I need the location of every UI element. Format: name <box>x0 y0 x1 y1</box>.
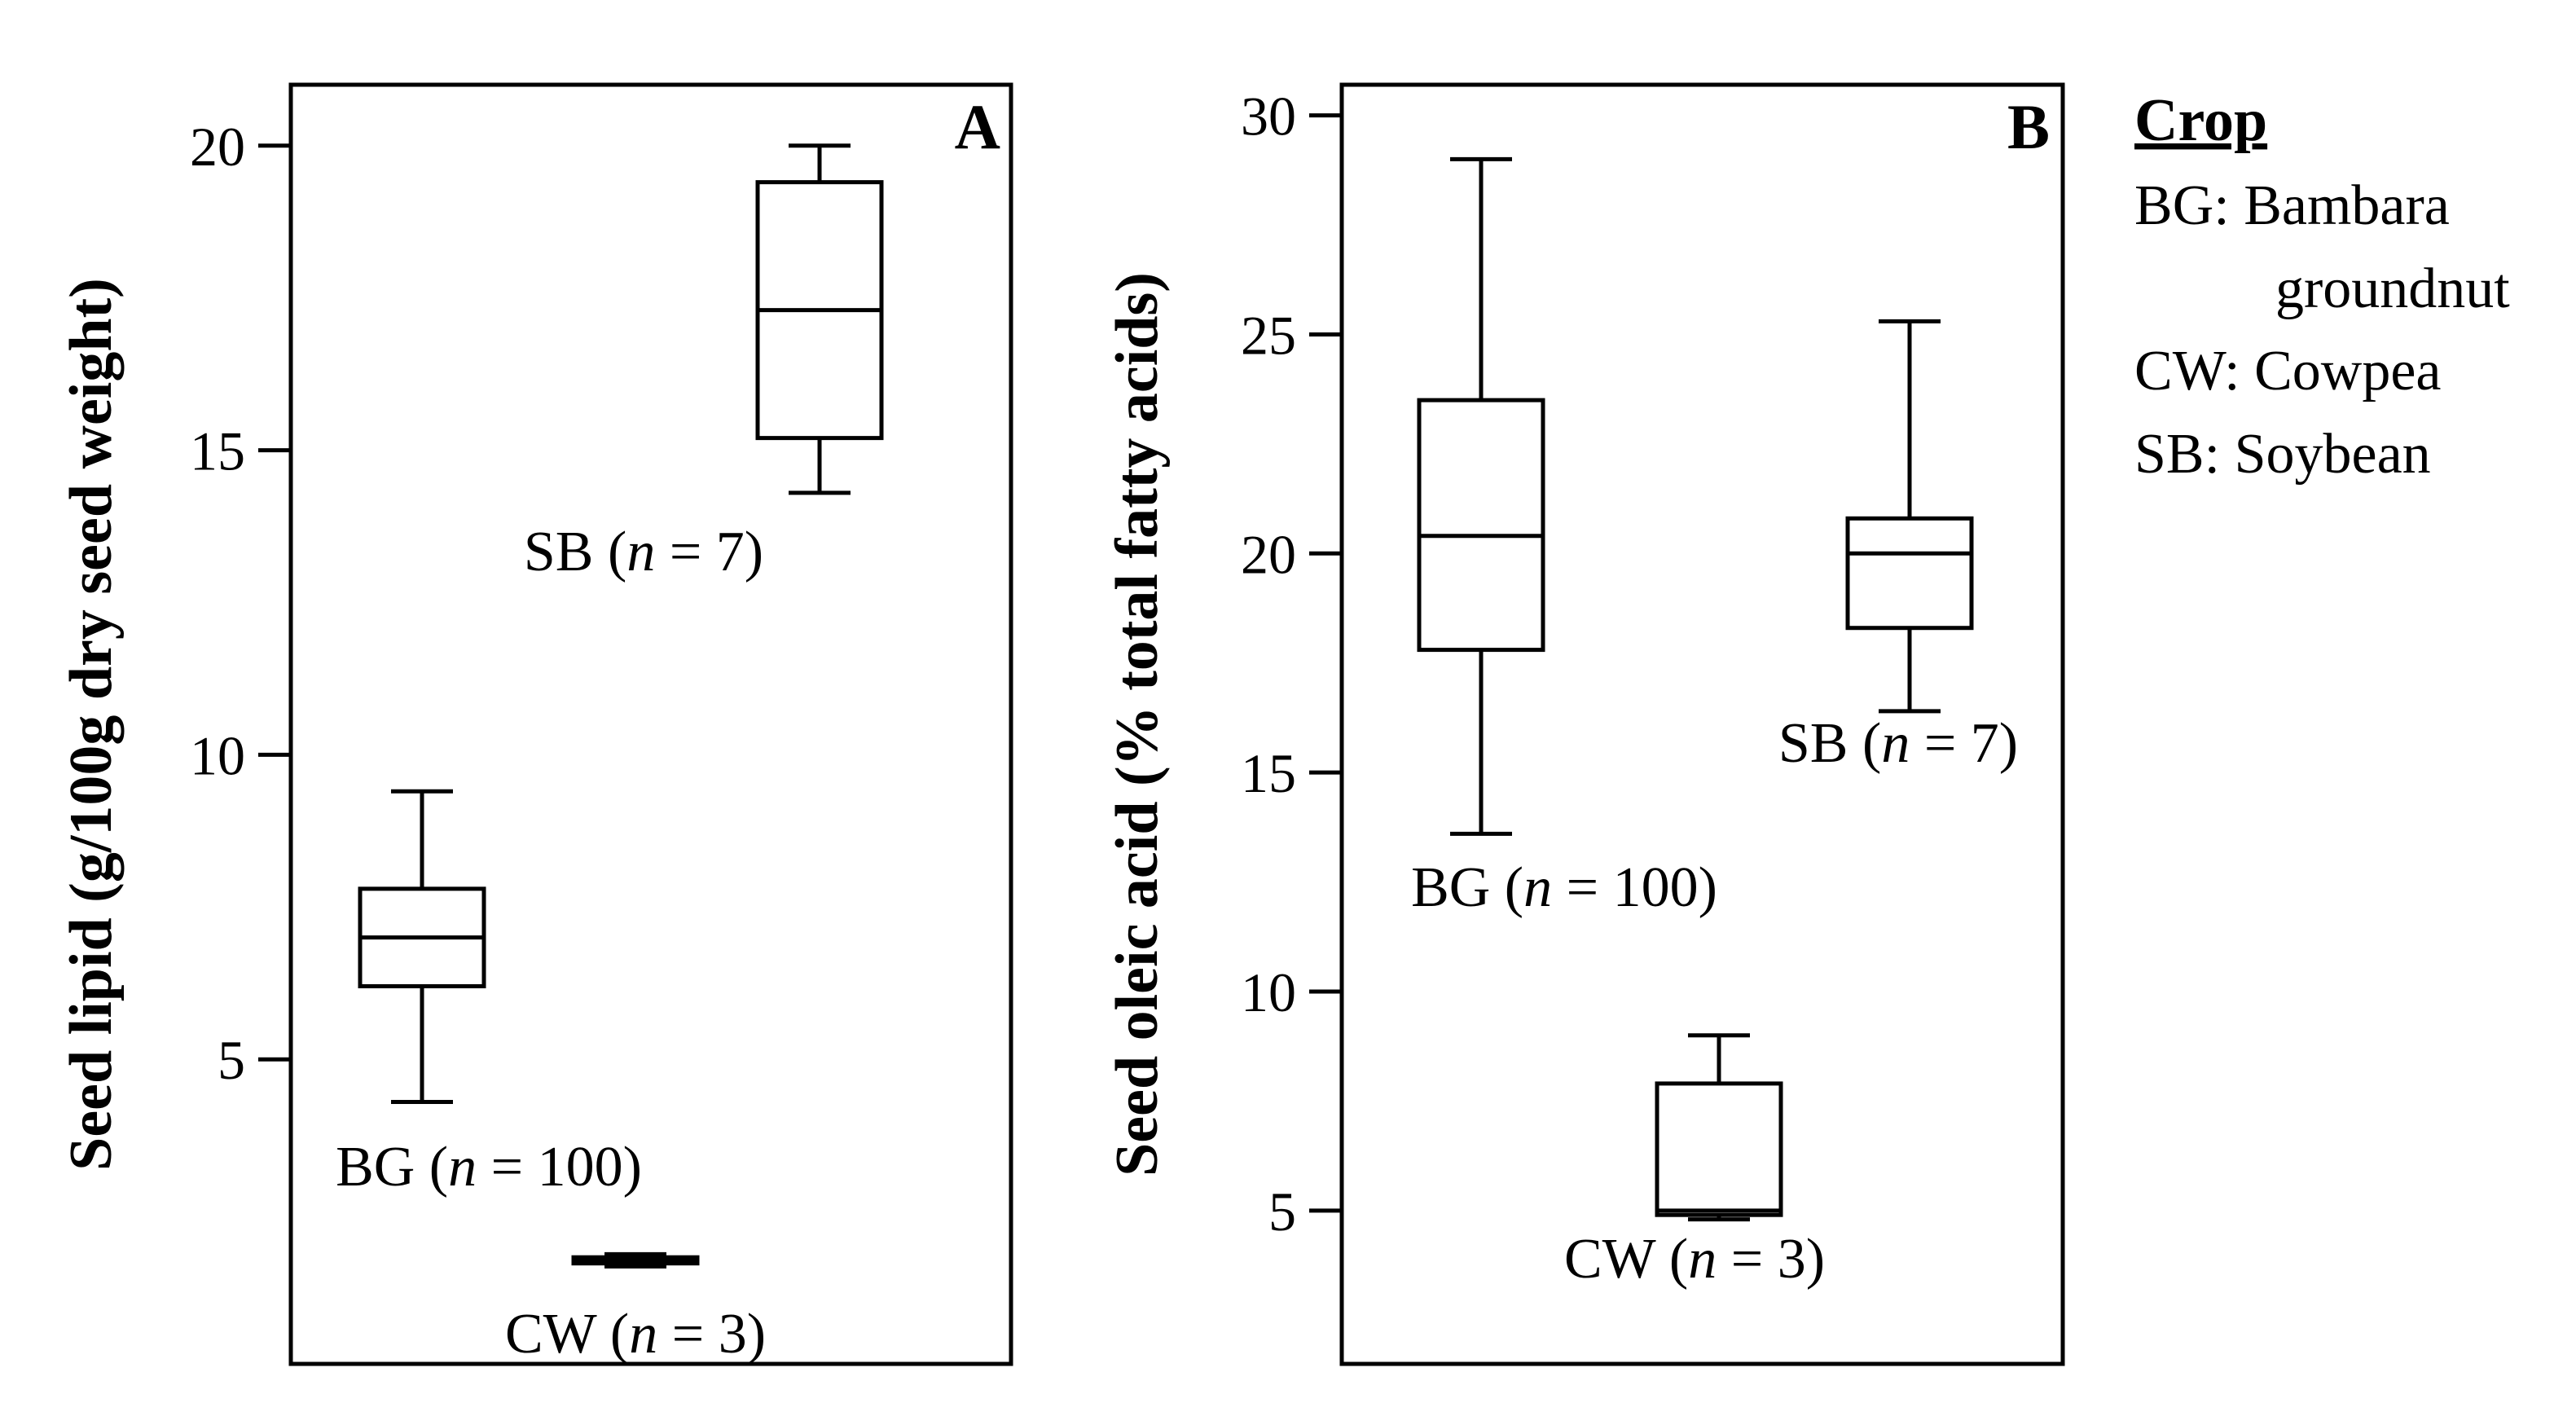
legend-item-cw: CW: Cowpea <box>2134 340 2442 402</box>
panel-b-cw-iqr-box <box>1655 1081 1783 1217</box>
panel-b-boxes: BG (n = 100)CW (n = 3)SB (n = 7) <box>1411 156 2018 1291</box>
panel-b-sb-label-part-0: SB ( <box>1778 712 1881 775</box>
panel-a-letter: A <box>955 91 1000 162</box>
panel-b-ytick-label-30: 30 <box>1241 86 1296 147</box>
panel-a-cw-label-part-1: n <box>629 1303 657 1366</box>
legend-item-bg: BG: Bambara <box>2134 174 2450 237</box>
legend-title: Crop <box>2134 87 2267 154</box>
panel-b-cw-label-part-0: CW ( <box>1564 1228 1688 1291</box>
panel-b-cw-label-part-2: = 3) <box>1717 1228 1825 1291</box>
panel-b-bg-label-part-1: n <box>1523 856 1552 919</box>
panel-a-ylabel: Seed lipid (g/100g dry seed weight) <box>58 278 125 1171</box>
panel-b-bg-iqr-box <box>1417 398 1545 653</box>
panel-a-cw-label-part-0: CW ( <box>505 1303 629 1366</box>
panel-b-yaxis: 5 10 15 20 25 30 <box>1241 86 1342 1242</box>
panel-b-ylabel: Seed oleic acid (% total fatty acids) <box>1104 272 1171 1177</box>
panel-b-frame <box>1339 82 2065 1366</box>
panel-a-bg-label: BG (n = 100) <box>336 1136 642 1198</box>
panel-b-sb-label-part-1: n <box>1881 712 1910 775</box>
panel-a-frame <box>288 82 1013 1366</box>
panel-b-bg-label: BG (n = 100) <box>1411 856 1717 919</box>
panel-a-yaxis: 5 10 15 20 <box>190 116 291 1091</box>
panel-b-letter: B <box>2007 91 2050 162</box>
panel-a-ytick-label-15: 15 <box>190 420 245 482</box>
panel-b-ytick-label-15: 15 <box>1241 742 1296 804</box>
panel-b-ytick-label-25: 25 <box>1241 304 1296 366</box>
panel-b-cw-label-part-1: n <box>1688 1228 1717 1291</box>
panel-a-bg-label-part-1: n <box>448 1136 477 1198</box>
panel-b-bg-label-part-2: = 100) <box>1552 856 1717 919</box>
panel-a-sb-label-part-0: SB ( <box>524 521 626 583</box>
panel-b-box-cw: CW (n = 3) <box>1564 1033 1825 1291</box>
panel-b-ytick-label-10: 10 <box>1241 961 1296 1023</box>
panel-b-sb-label-part-2: = 7) <box>1910 712 2018 775</box>
panel-a-ytick-label-20: 20 <box>190 116 245 178</box>
panel-a-sb-label-part-1: n <box>626 521 655 583</box>
panel-a-ytick-label-10: 10 <box>190 724 245 786</box>
panel-a: A Seed lipid (g/100g dry seed weight) 5 1… <box>58 82 1013 1366</box>
panel-b-cw-label: CW (n = 3) <box>1564 1228 1825 1291</box>
legend: Crop BG: Bambara groundnut CW: Cowpea SB… <box>2134 87 2510 486</box>
panel-b: B Seed oleic acid (% total fatty acids) … <box>1104 82 2065 1366</box>
panel-a-bg-label-part-2: = 100) <box>477 1136 642 1198</box>
panel-a-cw-label: CW (n = 3) <box>505 1303 766 1366</box>
panel-a-ytick-label-5: 5 <box>218 1029 245 1091</box>
panel-a-sb-label: SB (n = 7) <box>524 521 763 583</box>
panel-b-bg-label-part-0: BG ( <box>1411 856 1523 919</box>
panel-a-cw-label-part-2: = 3) <box>657 1303 766 1366</box>
panel-a-sb-label-part-2: = 7) <box>655 521 763 583</box>
panel-b-sb-iqr-box <box>1845 516 1974 631</box>
panel-a-bg-label-part-0: BG ( <box>336 1136 448 1198</box>
panel-a-box-cw: CW (n = 3) <box>505 1251 766 1366</box>
panel-b-box-bg: BG (n = 100) <box>1411 156 1717 919</box>
panel-a-box-sb: SB (n = 7) <box>524 143 884 583</box>
legend-item-sb: SB: Soybean <box>2134 423 2431 486</box>
panel-b-sb-label: SB (n = 7) <box>1778 712 2018 775</box>
panel-b-ytick-label-20: 20 <box>1241 523 1296 585</box>
panel-b-ytick-label-5: 5 <box>1268 1181 1296 1242</box>
legend-item-bg-cont: groundnut <box>2275 257 2510 320</box>
panel-b-box-sb: SB (n = 7) <box>1778 319 2018 775</box>
panel-a-box-bg: BG (n = 100) <box>336 789 642 1198</box>
panel-a-boxes: BG (n = 100)CW (n = 3)SB (n = 7) <box>336 143 884 1366</box>
